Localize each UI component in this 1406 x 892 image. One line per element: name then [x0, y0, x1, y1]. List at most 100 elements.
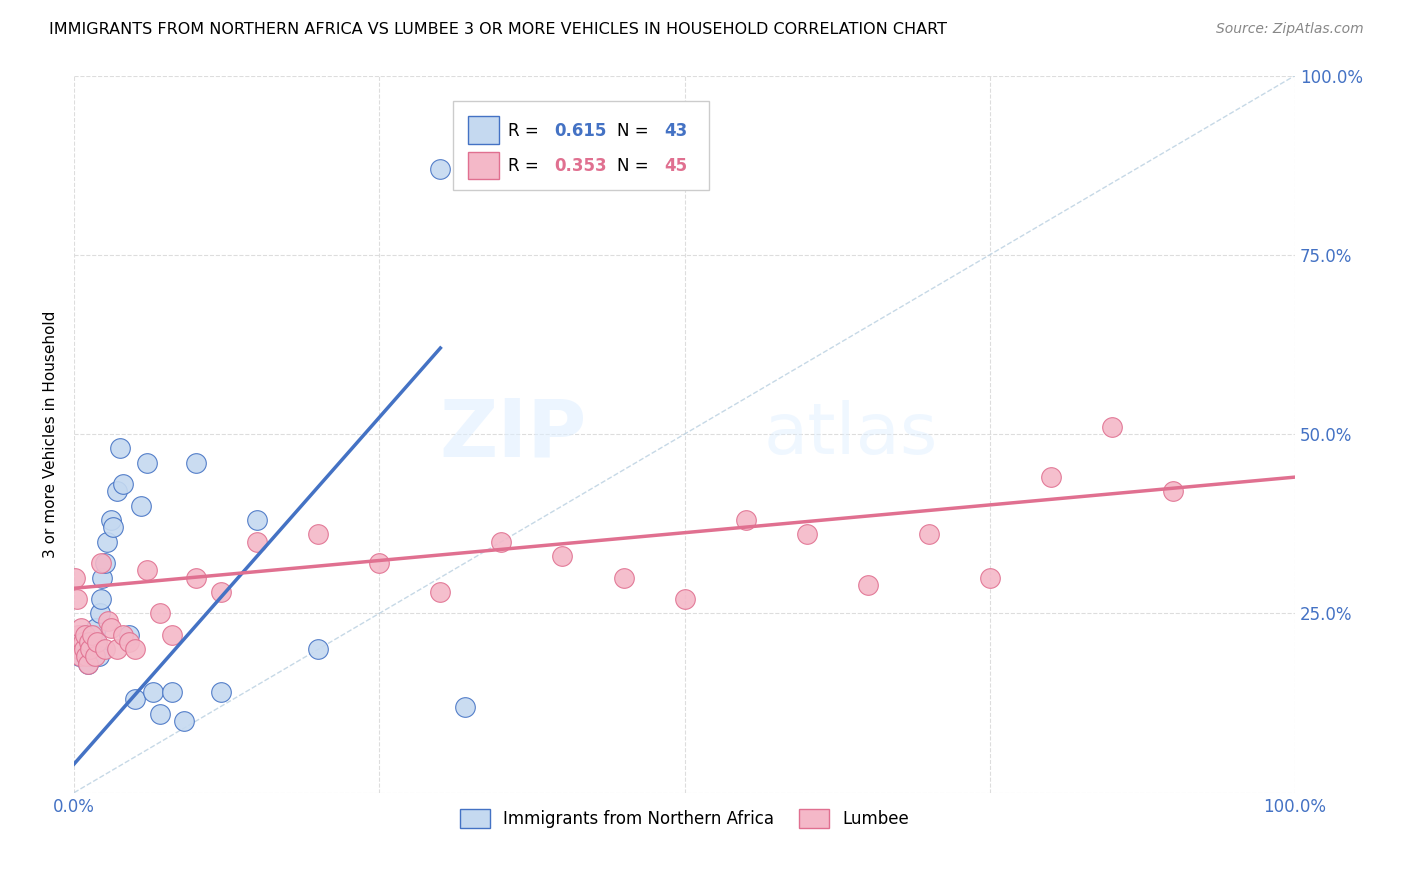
Text: 0.353: 0.353: [554, 157, 606, 175]
Point: [72, 635, 94, 649]
Point: [96, 534, 118, 549]
Point: [101, 520, 124, 534]
Point: [75, 649, 97, 664]
Point: [118, 628, 141, 642]
Point: [86, 635, 108, 649]
Point: [307, 527, 329, 541]
Text: R =: R =: [508, 157, 544, 175]
Point: [66, 635, 89, 649]
Point: [1161, 484, 1184, 499]
Point: [69, 649, 91, 664]
Point: [856, 577, 879, 591]
Point: [105, 642, 128, 657]
Point: [75, 642, 97, 657]
Text: Source: ZipAtlas.com: Source: ZipAtlas.com: [1216, 22, 1364, 37]
Point: [69, 628, 91, 642]
Point: [86, 642, 108, 657]
Point: [160, 628, 183, 642]
Point: [87, 649, 110, 664]
Point: [73, 628, 96, 642]
Point: [90, 556, 112, 570]
Point: [65, 570, 87, 584]
Point: [118, 635, 141, 649]
Point: [79, 642, 101, 657]
Text: N =: N =: [617, 157, 654, 175]
Point: [673, 592, 696, 607]
Text: N =: N =: [617, 121, 654, 139]
Text: 45: 45: [664, 157, 688, 175]
Point: [82, 649, 104, 664]
Point: [90, 592, 112, 607]
Point: [105, 484, 128, 499]
Point: [429, 585, 451, 599]
Point: [70, 621, 93, 635]
Point: [79, 628, 101, 642]
Point: [142, 685, 165, 699]
Point: [83, 649, 105, 664]
Point: [76, 657, 98, 671]
Point: [76, 657, 98, 671]
Point: [368, 556, 391, 570]
Point: [77, 635, 100, 649]
Bar: [468, 152, 499, 179]
Point: [73, 642, 96, 657]
Point: [734, 513, 756, 527]
Point: [65, 592, 87, 607]
Point: [77, 635, 100, 649]
Point: [491, 534, 513, 549]
Point: [429, 161, 451, 176]
Point: [89, 607, 111, 621]
Point: [82, 628, 104, 642]
Point: [136, 563, 159, 577]
Text: atlas: atlas: [763, 400, 938, 468]
Point: [66, 628, 89, 642]
Point: [84, 621, 107, 635]
Point: [75, 649, 97, 664]
Text: 43: 43: [664, 121, 688, 139]
Point: [70, 642, 93, 657]
Point: [209, 685, 232, 699]
Text: R =: R =: [508, 121, 544, 139]
Point: [93, 556, 115, 570]
Point: [97, 614, 120, 628]
FancyBboxPatch shape: [453, 101, 709, 190]
Point: [124, 692, 146, 706]
Point: [148, 706, 170, 721]
Point: [67, 642, 90, 657]
Y-axis label: 3 or more Vehicles in Household: 3 or more Vehicles in Household: [44, 310, 58, 558]
Point: [612, 570, 634, 584]
Point: [209, 585, 232, 599]
Point: [979, 570, 1001, 584]
Point: [110, 442, 132, 456]
Point: [129, 499, 152, 513]
Text: 0.615: 0.615: [554, 121, 606, 139]
Point: [91, 570, 114, 584]
Point: [246, 534, 269, 549]
Point: [100, 621, 122, 635]
Text: IMMIGRANTS FROM NORTHERN AFRICA VS LUMBEE 3 OR MORE VEHICLES IN HOUSEHOLD CORREL: IMMIGRANTS FROM NORTHERN AFRICA VS LUMBE…: [49, 22, 948, 37]
Point: [307, 642, 329, 657]
Point: [72, 635, 94, 649]
Point: [83, 628, 105, 642]
Text: ZIP: ZIP: [440, 395, 586, 473]
Point: [160, 685, 183, 699]
Point: [173, 714, 195, 728]
Point: [1039, 470, 1062, 484]
Point: [124, 642, 146, 657]
Point: [148, 607, 170, 621]
Point: [186, 456, 208, 470]
Point: [111, 628, 134, 642]
Point: [67, 649, 90, 664]
Point: [93, 642, 115, 657]
Point: [796, 527, 818, 541]
Legend: Immigrants from Northern Africa, Lumbee: Immigrants from Northern Africa, Lumbee: [453, 802, 915, 835]
Point: [186, 570, 208, 584]
Point: [1101, 420, 1123, 434]
Point: [918, 527, 941, 541]
Point: [80, 642, 103, 657]
Point: [65, 642, 87, 657]
Point: [551, 549, 574, 563]
Point: [454, 699, 477, 714]
Point: [75, 628, 97, 642]
Point: [136, 456, 159, 470]
